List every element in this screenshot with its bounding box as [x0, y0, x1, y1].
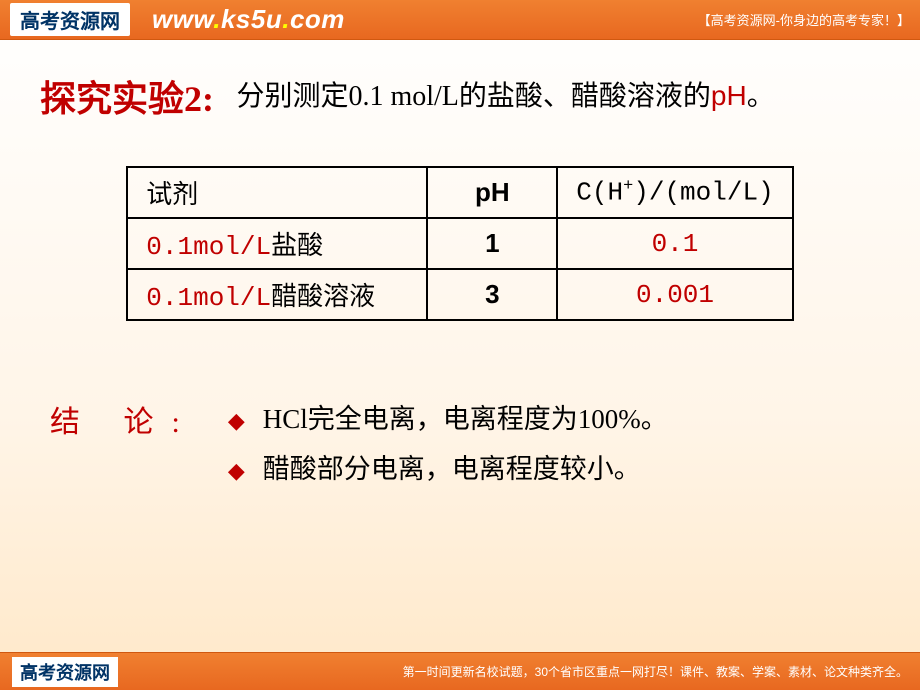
- banner-slogan: 【高考资源网-你身边的高考专家！】: [698, 10, 910, 29]
- dot-icon: .: [282, 4, 290, 34]
- cell-reagent: 0.1mol/L盐酸: [127, 218, 427, 269]
- conclusion-label: 结 论:: [50, 395, 198, 441]
- conc-prefix: C(H: [576, 178, 623, 208]
- footer-text: 第一时间更新名校试题，30个省市区重点一网打尽！课件、教案、学案、素材、论文种类…: [403, 663, 908, 680]
- instruction-suffix: 。: [747, 81, 775, 112]
- conc-superscript: +: [623, 177, 633, 196]
- cell-concentration: 0.001: [557, 269, 792, 320]
- table-header-row: 试剂 pH C(H+)/(mol/L): [127, 167, 792, 218]
- heading-row: 探究实验2: 分别测定0.1 mol/L的盐酸、醋酸溶液的pH。: [40, 70, 880, 122]
- dot-icon: .: [213, 4, 221, 34]
- url-part-tld: com: [290, 4, 345, 34]
- header-concentration: C(H+)/(mol/L): [557, 167, 792, 218]
- conclusion-text: HCl完全电离，电离程度为100%。: [263, 404, 668, 434]
- conclusion-item: ◆ HCl完全电离，电离程度为100%。: [228, 395, 668, 445]
- reagent-name: 醋酸溶液: [271, 283, 375, 313]
- header-ph: pH: [427, 167, 557, 218]
- section-title: 探究实验2:: [40, 70, 214, 122]
- conclusion-text: 醋酸部分电离，电离程度较小。: [263, 454, 641, 484]
- diamond-bullet-icon: ◆: [228, 408, 245, 433]
- conclusion-item: ◆ 醋酸部分电离，电离程度较小。: [228, 445, 668, 495]
- site-url: www.ks5u.com: [152, 4, 345, 35]
- header-reagent: 试剂: [127, 167, 427, 218]
- url-part-domain: ks5u: [221, 4, 282, 34]
- footer-logo: 高考资源网: [12, 657, 118, 687]
- reagent-name: 盐酸: [271, 232, 323, 262]
- cell-reagent: 0.1mol/L醋酸溶液: [127, 269, 427, 320]
- reagent-concentration: 0.1mol/L: [146, 232, 271, 262]
- instruction-prefix: 分别测定0.1 mol/L的盐酸、醋酸溶液的: [236, 81, 710, 112]
- instruction-ph-label: pH: [711, 80, 747, 111]
- url-part-www: www: [152, 4, 213, 34]
- conc-suffix: )/(mol/L): [633, 178, 773, 208]
- cell-ph: 3: [427, 269, 557, 320]
- reagent-concentration: 0.1mol/L: [146, 283, 271, 313]
- cell-concentration: 0.1: [557, 218, 792, 269]
- data-table: 试剂 pH C(H+)/(mol/L) 0.1mol/L盐酸 1 0.1 0.1…: [126, 166, 793, 321]
- instruction-text: 分别测定0.1 mol/L的盐酸、醋酸溶液的pH。: [236, 70, 774, 118]
- conclusion-section: 结 论: ◆ HCl完全电离，电离程度为100%。 ◆ 醋酸部分电离，电离程度较小。: [40, 395, 880, 495]
- site-logo: 高考资源网: [10, 3, 130, 36]
- bottom-banner: 高考资源网 第一时间更新名校试题，30个省市区重点一网打尽！课件、教案、学案、素…: [0, 652, 920, 690]
- diamond-bullet-icon: ◆: [228, 458, 245, 483]
- table-row: 0.1mol/L盐酸 1 0.1: [127, 218, 792, 269]
- table-row: 0.1mol/L醋酸溶液 3 0.001: [127, 269, 792, 320]
- slide-content: 探究实验2: 分别测定0.1 mol/L的盐酸、醋酸溶液的pH。 试剂 pH C…: [0, 40, 920, 495]
- top-banner: 高考资源网 www.ks5u.com 【高考资源网-你身边的高考专家！】: [0, 0, 920, 40]
- conclusion-list: ◆ HCl完全电离，电离程度为100%。 ◆ 醋酸部分电离，电离程度较小。: [228, 395, 668, 495]
- cell-ph: 1: [427, 218, 557, 269]
